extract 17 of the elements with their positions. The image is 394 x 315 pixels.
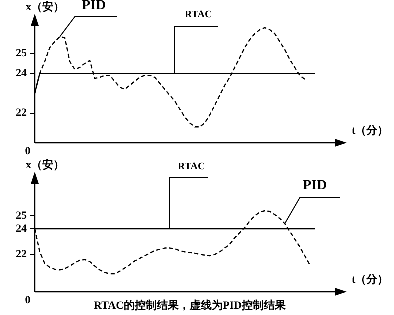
y-tick-label: 22 [16, 107, 28, 120]
y-axis-title: x（安） [26, 0, 64, 14]
y-tick-label: 22 [16, 248, 28, 261]
text: RTAC [185, 10, 212, 21]
y-tick-label: 25 [16, 48, 28, 60]
text: RTAC的控制结果，虚线为PID控制结果 [94, 298, 287, 312]
text: PID [82, 0, 106, 14]
x-axis-title: t（分） [352, 272, 389, 286]
y-axis-title: x（安） [26, 158, 64, 172]
text: 0 [25, 145, 32, 158]
text: RTAC [178, 162, 206, 173]
y-tick-label: 25 [16, 210, 28, 222]
x-axis-title: t（分） [352, 124, 389, 137]
text: PID [303, 178, 328, 194]
y-tick-label: 24 [16, 222, 28, 235]
text: 0 [25, 294, 32, 306]
y-tick-label: 24 [16, 67, 28, 80]
